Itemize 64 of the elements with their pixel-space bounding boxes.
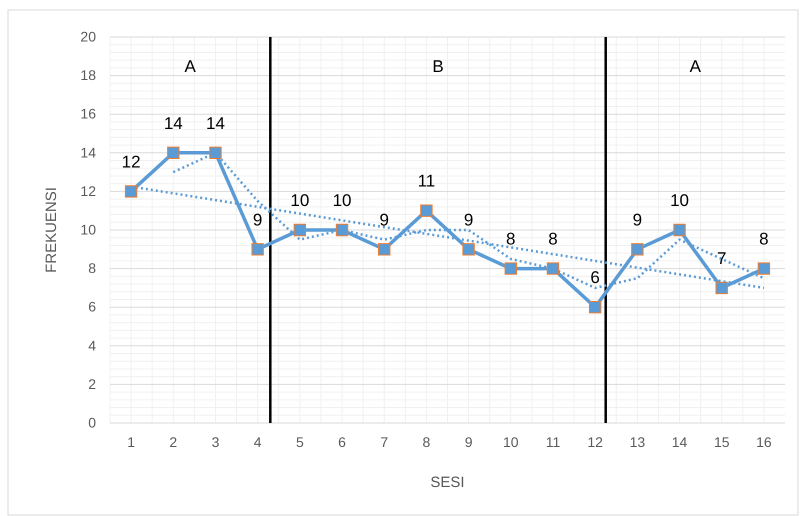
x-tick-label: 4 bbox=[254, 434, 262, 450]
x-tick-label: 10 bbox=[502, 434, 519, 450]
x-tick-label: 1 bbox=[127, 434, 136, 450]
y-tick-label: 2 bbox=[88, 376, 96, 392]
point bbox=[294, 224, 306, 236]
data-label: 9 bbox=[379, 210, 389, 230]
point bbox=[167, 146, 180, 159]
point bbox=[504, 262, 517, 275]
data-label: 11 bbox=[418, 172, 436, 191]
data-label: 6 bbox=[590, 268, 600, 288]
x-tick-label: 11 bbox=[546, 434, 560, 450]
annotation: A bbox=[690, 57, 702, 76]
point bbox=[124, 185, 138, 198]
y-tick-label: 12 bbox=[80, 182, 96, 199]
x-tick-label: 7 bbox=[380, 434, 388, 450]
annotation: A bbox=[184, 57, 196, 76]
point bbox=[631, 243, 644, 256]
data-label: 12 bbox=[122, 152, 141, 172]
data-label: 14 bbox=[164, 114, 183, 133]
y-tick-label: 14 bbox=[80, 144, 96, 160]
x-tick-label: 16 bbox=[756, 434, 772, 450]
y-tick-label: 16 bbox=[80, 106, 96, 122]
point bbox=[546, 262, 560, 275]
y-tick-label: 4 bbox=[88, 337, 96, 354]
annotation: B bbox=[432, 57, 444, 76]
data-label: 10 bbox=[670, 191, 689, 210]
data-label: 8 bbox=[548, 230, 558, 249]
data-label: 10 bbox=[332, 191, 352, 210]
y-tick-label: 6 bbox=[88, 298, 96, 315]
x-tick-label: 13 bbox=[630, 434, 646, 450]
point bbox=[336, 224, 348, 236]
data-label: 10 bbox=[290, 191, 310, 210]
x-tick-label: 14 bbox=[672, 434, 688, 450]
point bbox=[209, 146, 222, 159]
point bbox=[462, 243, 475, 256]
data-label: 9 bbox=[464, 210, 474, 230]
x-tick-label: 5 bbox=[296, 434, 304, 450]
x-tick-label: 8 bbox=[422, 434, 431, 450]
point bbox=[251, 243, 264, 256]
x-tick-label: 15 bbox=[714, 434, 730, 450]
data-label: 9 bbox=[252, 210, 262, 230]
x-tick-label: 9 bbox=[464, 434, 473, 450]
y-tick-label: 18 bbox=[80, 67, 96, 84]
y-axis-title: FREKUENSI bbox=[43, 187, 60, 273]
x-tick-label: 6 bbox=[338, 434, 346, 450]
y-tick-label: 10 bbox=[80, 221, 96, 238]
x-axis-title: SESI bbox=[430, 474, 465, 491]
data-label: 9 bbox=[632, 210, 642, 230]
point bbox=[588, 301, 602, 314]
point bbox=[378, 243, 390, 256]
x-tick-label: 12 bbox=[587, 434, 604, 450]
data-label: 7 bbox=[716, 248, 726, 268]
y-tick-label: 0 bbox=[88, 414, 96, 430]
data-label: 8 bbox=[759, 230, 769, 249]
y-tick-label: 20 bbox=[80, 28, 96, 44]
point bbox=[673, 224, 686, 236]
x-tick-label: 2 bbox=[169, 434, 178, 450]
y-tick-label: 8 bbox=[88, 260, 96, 276]
point bbox=[758, 262, 770, 275]
data-label: 14 bbox=[206, 114, 225, 133]
point bbox=[420, 204, 433, 217]
data-label: 8 bbox=[506, 230, 516, 249]
point bbox=[716, 282, 728, 294]
x-tick-label: 3 bbox=[212, 434, 220, 450]
